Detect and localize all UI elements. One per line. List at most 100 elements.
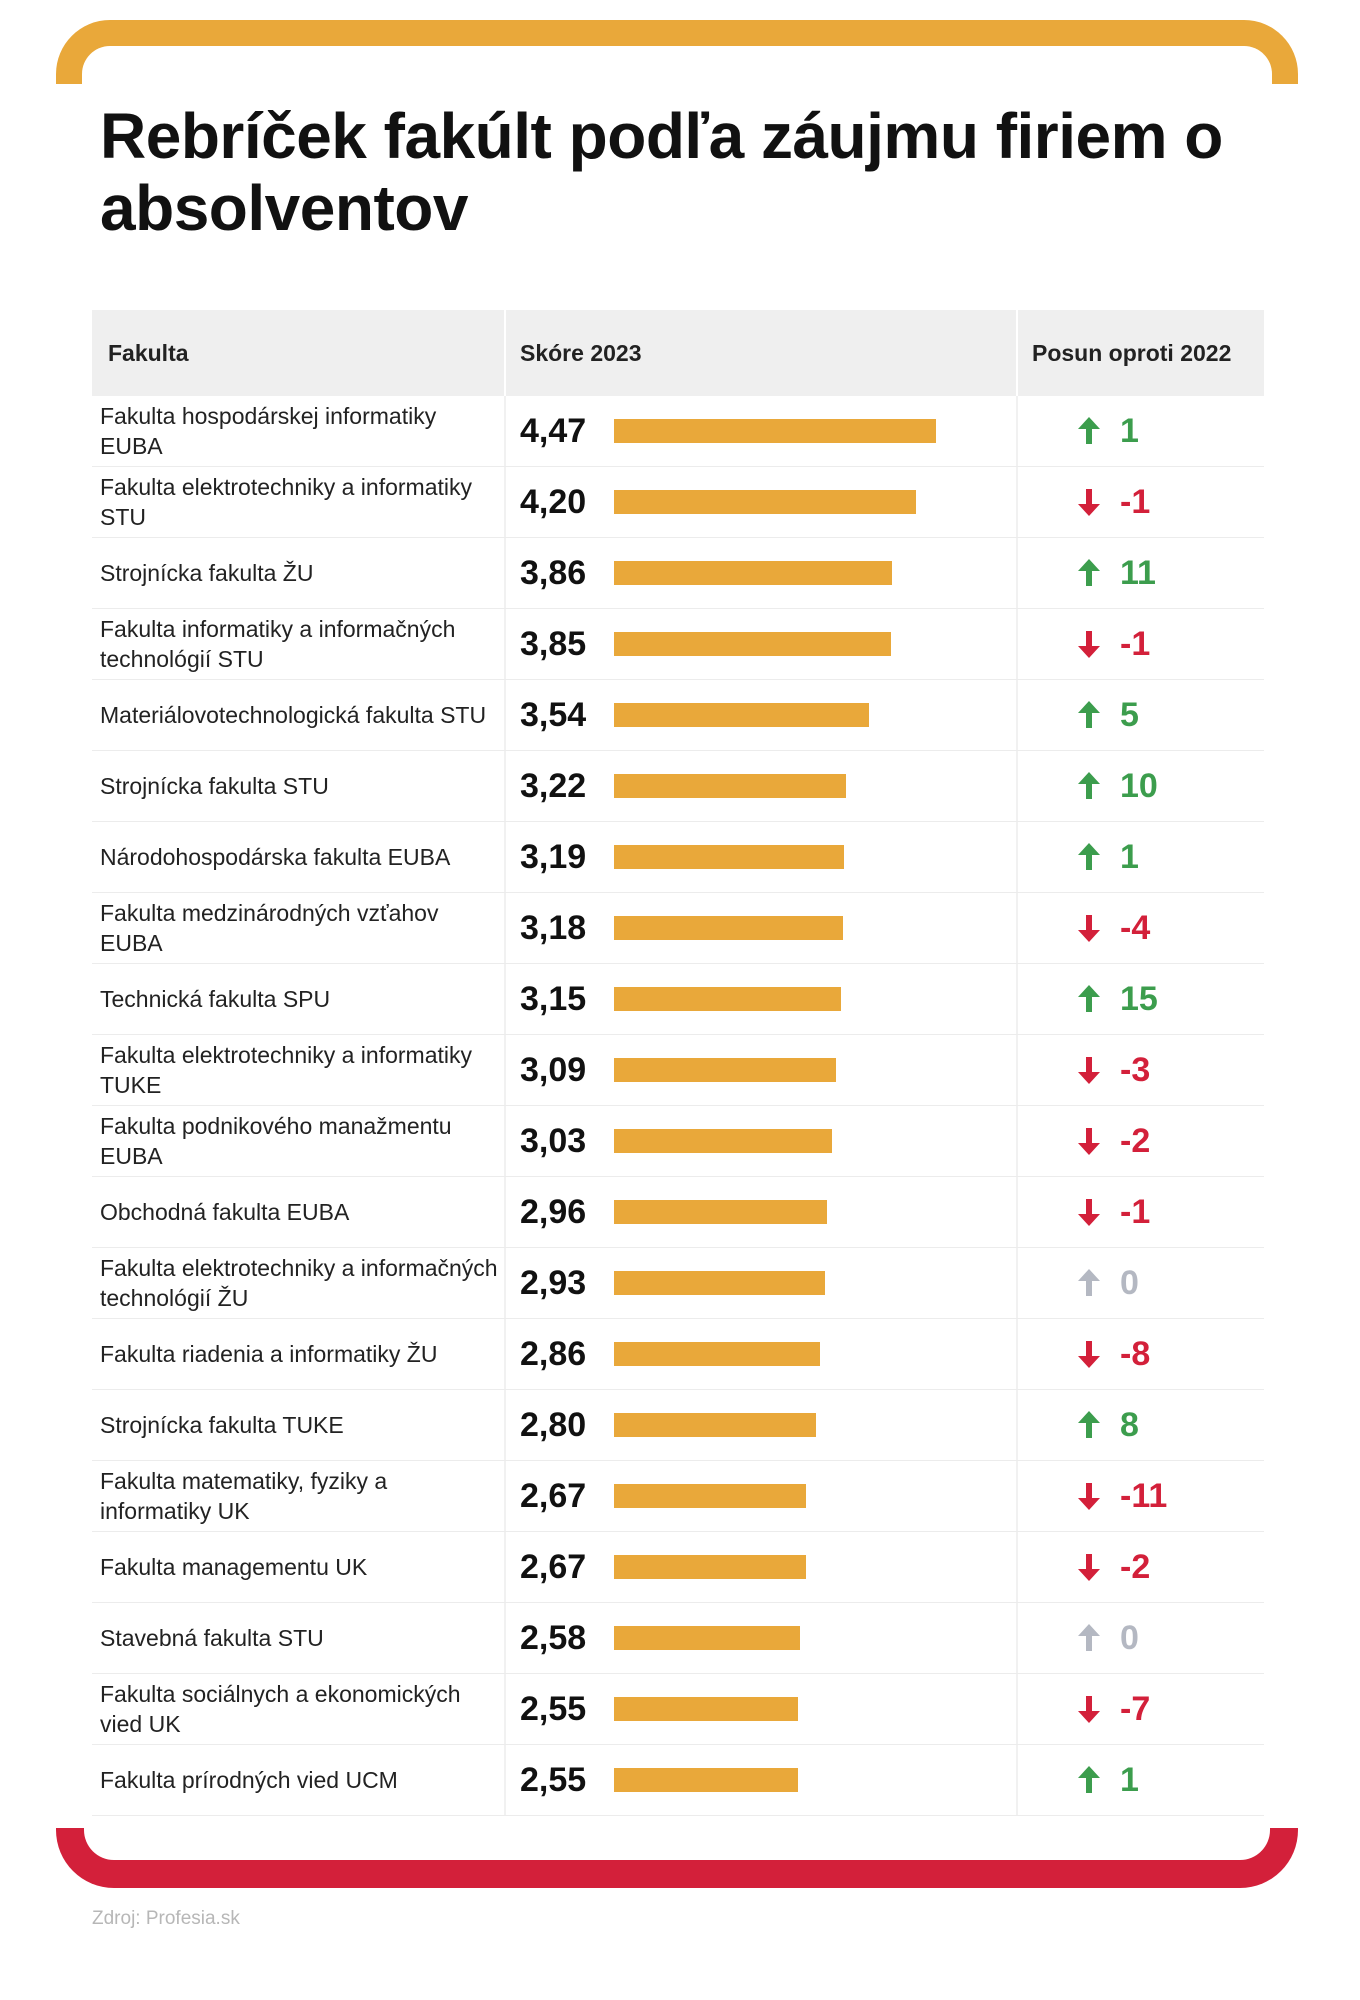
- score-cell: 3,09: [506, 1035, 1018, 1105]
- table-header: Fakulta Skóre 2023 Posun oproti 2022: [92, 310, 1264, 396]
- score-label: 4,20: [520, 482, 587, 521]
- change-cell: -11: [1018, 1461, 1264, 1531]
- score-cell: 3,19: [506, 822, 1018, 892]
- change-value: -7: [1120, 1689, 1151, 1728]
- bar-track: [614, 1768, 994, 1792]
- change-cell: 1: [1018, 822, 1264, 892]
- score-label: 2,86: [520, 1334, 587, 1373]
- bar-track: [614, 1271, 994, 1295]
- bar-track: [614, 1697, 994, 1721]
- score-bar: [614, 1768, 798, 1792]
- change-value: 15: [1120, 979, 1158, 1018]
- frame-bottom-border: [56, 1828, 1298, 1888]
- score-bar: [614, 1342, 820, 1366]
- change-cell: -3: [1018, 1035, 1264, 1105]
- ranking-table: Fakulta Skóre 2023 Posun oproti 2022 Fak…: [92, 310, 1264, 1816]
- change-cell: 10: [1018, 751, 1264, 821]
- arrow-down-icon: [1078, 631, 1100, 658]
- source-note: Zdroj: Profesia.sk: [92, 1908, 240, 1929]
- score-label: 2,80: [520, 1405, 587, 1444]
- score-bar: [614, 845, 844, 869]
- change-value: -8: [1120, 1334, 1151, 1373]
- score-label: 2,55: [520, 1760, 587, 1799]
- arrow-up-icon: [1078, 701, 1100, 728]
- faculty-name: Fakulta prírodných vied UCM: [92, 1745, 506, 1815]
- faculty-name: Národohospodárska fakulta EUBA: [92, 822, 506, 892]
- faculty-name: Strojnícka fakulta ŽU: [92, 538, 506, 608]
- change-value: -11: [1120, 1476, 1168, 1515]
- score-label: 3,86: [520, 553, 587, 592]
- change-cell: -2: [1018, 1532, 1264, 1602]
- arrow-down-icon: [1078, 1057, 1100, 1084]
- faculty-name: Strojnícka fakulta TUKE: [92, 1390, 506, 1460]
- change-value: -1: [1120, 482, 1151, 521]
- score-label: 3,09: [520, 1050, 587, 1089]
- arrow-down-icon: [1078, 915, 1100, 942]
- score-cell: 3,03: [506, 1106, 1018, 1176]
- score-label: 2,55: [520, 1689, 587, 1728]
- arrow-up-icon: [1078, 1411, 1100, 1438]
- table-row: Fakulta informatiky a informačných techn…: [92, 609, 1264, 680]
- faculty-name: Fakulta podnikového manažmentu EUBA: [92, 1106, 506, 1176]
- score-cell: 4,20: [506, 467, 1018, 537]
- score-bar: [614, 1697, 798, 1721]
- score-cell: 4,47: [506, 396, 1018, 466]
- faculty-name: Fakulta elektrotechniky a informatiky TU…: [92, 1035, 506, 1105]
- score-cell: 2,58: [506, 1603, 1018, 1673]
- arrow-up-icon: [1078, 559, 1100, 586]
- faculty-name: Obchodná fakulta EUBA: [92, 1177, 506, 1247]
- bar-track: [614, 916, 994, 940]
- bar-track: [614, 561, 994, 585]
- arrow-up-icon: [1078, 1269, 1100, 1296]
- arrow-down-icon: [1078, 1696, 1100, 1723]
- change-cell: 0: [1018, 1603, 1264, 1673]
- table-row: Fakulta elektrotechniky a informačných t…: [92, 1248, 1264, 1319]
- score-bar: [614, 703, 869, 727]
- change-value: 1: [1120, 837, 1139, 876]
- bar-track: [614, 1626, 994, 1650]
- score-cell: 2,93: [506, 1248, 1018, 1318]
- arrow-up-icon: [1078, 843, 1100, 870]
- page-title: Rebríček fakúlt podľa záujmu firiem o ab…: [100, 100, 1223, 244]
- arrow-down-icon: [1078, 1483, 1100, 1510]
- table-row: Strojnícka fakulta ŽU 3,86 11: [92, 538, 1264, 609]
- score-bar: [614, 1200, 827, 1224]
- table-row: Fakulta hospodárskej informatiky EUBA 4,4…: [92, 396, 1264, 467]
- table-row: Fakulta sociálnych a ekonomických vied U…: [92, 1674, 1264, 1745]
- score-cell: 3,85: [506, 609, 1018, 679]
- score-bar: [614, 1271, 825, 1295]
- change-value: 1: [1120, 1760, 1139, 1799]
- change-value: 0: [1120, 1618, 1139, 1657]
- arrow-down-icon: [1078, 1554, 1100, 1581]
- score-bar: [614, 561, 892, 585]
- table-row: Fakulta matematiky, fyziky a informatiky…: [92, 1461, 1264, 1532]
- table-row: Strojnícka fakulta STU 3,22 10: [92, 751, 1264, 822]
- arrow-down-icon: [1078, 1199, 1100, 1226]
- score-label: 3,19: [520, 837, 587, 876]
- arrow-down-icon: [1078, 489, 1100, 516]
- score-label: 3,54: [520, 695, 587, 734]
- score-cell: 2,67: [506, 1461, 1018, 1531]
- table-row: Fakulta prírodných vied UCM 2,55 1: [92, 1745, 1264, 1816]
- bar-track: [614, 419, 994, 443]
- score-label: 2,67: [520, 1547, 587, 1586]
- table-row: Fakulta managementu UK 2,67 -2: [92, 1532, 1264, 1603]
- change-cell: 8: [1018, 1390, 1264, 1460]
- table-row: Fakulta riadenia a informatiky ŽU 2,86 -8: [92, 1319, 1264, 1390]
- change-value: -1: [1120, 624, 1151, 663]
- score-cell: 3,18: [506, 893, 1018, 963]
- header-score: Skóre 2023: [506, 310, 1018, 396]
- change-cell: -7: [1018, 1674, 1264, 1744]
- change-value: -2: [1120, 1547, 1151, 1586]
- score-label: 3,85: [520, 624, 587, 663]
- bar-track: [614, 1129, 994, 1153]
- table-row: Obchodná fakulta EUBA 2,96 -1: [92, 1177, 1264, 1248]
- score-label: 3,15: [520, 979, 587, 1018]
- arrow-up-icon: [1078, 772, 1100, 799]
- change-cell: 5: [1018, 680, 1264, 750]
- score-label: 2,96: [520, 1192, 587, 1231]
- score-label: 4,47: [520, 411, 587, 450]
- score-bar: [614, 1555, 806, 1579]
- table-row: Strojnícka fakulta TUKE 2,80 8: [92, 1390, 1264, 1461]
- change-value: 1: [1120, 411, 1139, 450]
